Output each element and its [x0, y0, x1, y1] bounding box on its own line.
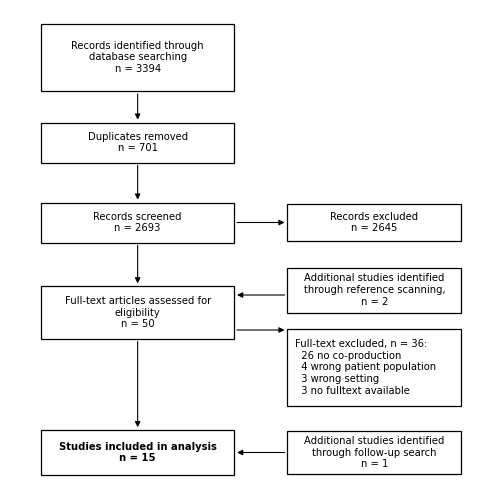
- FancyBboxPatch shape: [287, 268, 461, 312]
- Text: Additional studies identified
through follow-up search
n = 1: Additional studies identified through fo…: [304, 436, 444, 469]
- Text: Records screened
n = 2693: Records screened n = 2693: [93, 212, 182, 234]
- Text: Records identified through
database searching
n = 3394: Records identified through database sear…: [71, 41, 204, 74]
- Text: Studies included in analysis
n = 15: Studies included in analysis n = 15: [59, 442, 216, 464]
- Text: Duplicates removed
n = 701: Duplicates removed n = 701: [87, 132, 188, 154]
- Text: Records excluded
n = 2645: Records excluded n = 2645: [330, 212, 418, 234]
- Text: Full-text articles assessed for
eligibility
n = 50: Full-text articles assessed for eligibil…: [65, 296, 211, 329]
- FancyBboxPatch shape: [41, 286, 234, 339]
- FancyBboxPatch shape: [287, 431, 461, 474]
- FancyBboxPatch shape: [41, 202, 234, 242]
- FancyBboxPatch shape: [41, 430, 234, 475]
- FancyBboxPatch shape: [287, 329, 461, 406]
- FancyBboxPatch shape: [41, 122, 234, 162]
- FancyBboxPatch shape: [41, 24, 234, 91]
- Text: Additional studies identified
through reference scanning,
n = 2: Additional studies identified through re…: [303, 274, 445, 306]
- FancyBboxPatch shape: [287, 204, 461, 241]
- Text: Full-text excluded, n = 36:
  26 no co-production
  4 wrong patient population
 : Full-text excluded, n = 36: 26 no co-pro…: [295, 340, 436, 396]
